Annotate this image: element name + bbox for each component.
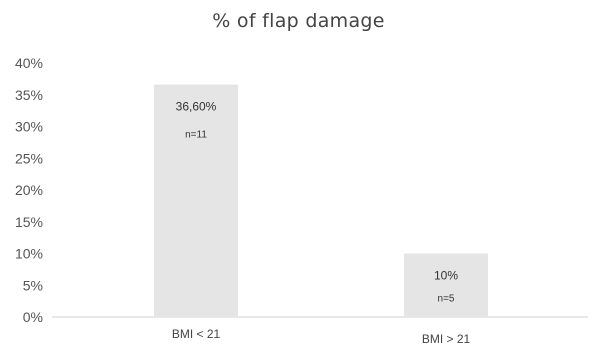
y-tick-label: 0% <box>23 309 43 325</box>
data-label: 36,60% <box>176 100 217 114</box>
y-tick-label: 35% <box>15 87 43 103</box>
y-tick-label: 20% <box>15 182 43 198</box>
data-label: 10% <box>434 269 458 283</box>
bar <box>404 253 488 317</box>
bar <box>154 84 238 317</box>
y-tick-label: 40% <box>15 55 43 71</box>
sample-size-label: n=5 <box>438 294 455 305</box>
y-tick-label: 10% <box>15 246 43 262</box>
chart-title: % of flap damage <box>212 10 385 32</box>
sample-size-label: n=11 <box>185 130 207 141</box>
y-tick-label: 15% <box>15 214 43 230</box>
y-tick-label: 25% <box>15 150 43 166</box>
x-tick-label: BMI > 21 <box>422 332 471 346</box>
x-tick-label: BMI < 21 <box>172 327 221 341</box>
y-tick-label: 30% <box>15 119 43 135</box>
y-tick-label: 5% <box>23 277 43 293</box>
